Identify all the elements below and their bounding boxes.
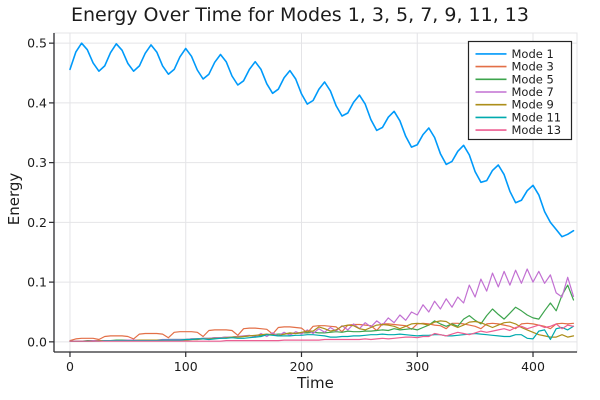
x-tick-label-300: 300 — [405, 359, 429, 374]
x-axis-label: Time — [297, 374, 334, 392]
y-tick-label-0: 0.0 — [27, 334, 47, 349]
legend-label-mode-7: Mode 7 — [512, 85, 554, 99]
legend-label-mode-1: Mode 1 — [512, 47, 554, 61]
legend-label-mode-13: Mode 13 — [512, 123, 562, 137]
y-tick-label-0.1: 0.1 — [27, 275, 47, 290]
x-tick-label-200: 200 — [290, 359, 314, 374]
series-line-mode-3 — [69, 322, 575, 342]
y-tick-label-0.5: 0.5 — [27, 36, 47, 51]
legend-label-mode-3: Mode 3 — [512, 60, 554, 74]
y-tick-label-0.4: 0.4 — [27, 95, 47, 110]
legend-label-mode-5: Mode 5 — [512, 72, 554, 86]
y-tick-label-0.2: 0.2 — [27, 215, 47, 230]
chart-title: Energy Over Time for Modes 1, 3, 5, 7, 9… — [71, 4, 529, 26]
x-tick-label-400: 400 — [521, 359, 545, 374]
legend-box — [467, 40, 573, 141]
y-axis-label: Energy — [5, 172, 23, 226]
series-line-mode-5 — [69, 284, 575, 342]
y-tick-label-0.3: 0.3 — [27, 155, 47, 170]
series-line-mode-13 — [69, 323, 575, 342]
x-tick-label-0: 0 — [66, 359, 74, 374]
x-tick-label-100: 100 — [174, 359, 198, 374]
legend-label-mode-9: Mode 9 — [512, 98, 554, 112]
series-line-mode-1 — [69, 42, 575, 238]
legend-label-mode-11: Mode 11 — [512, 110, 562, 124]
